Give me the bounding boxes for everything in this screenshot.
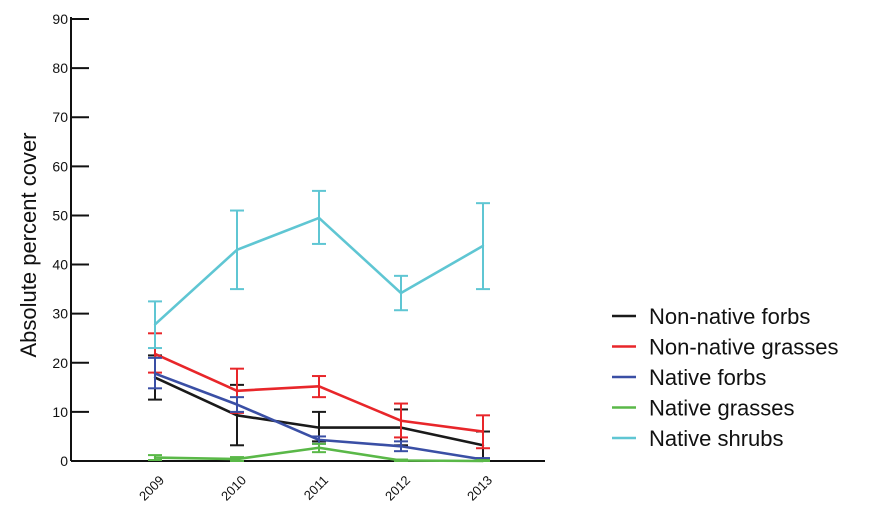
data-point bbox=[235, 403, 239, 406]
data-point bbox=[153, 352, 157, 356]
y-tick-label: 20 bbox=[52, 355, 68, 371]
y-tick-label: 10 bbox=[52, 404, 68, 420]
data-point bbox=[399, 419, 403, 422]
data-point bbox=[317, 385, 321, 388]
series-native-grasses bbox=[148, 442, 490, 463]
legend-label: Non-native forbs bbox=[649, 304, 810, 329]
data-point bbox=[399, 459, 403, 462]
data-point bbox=[399, 445, 403, 448]
data-point bbox=[317, 438, 321, 442]
x-tick-label: 2010 bbox=[218, 473, 249, 504]
legend-label: Non-native grasses bbox=[649, 335, 839, 360]
data-point bbox=[153, 372, 157, 375]
series-layer bbox=[148, 189, 490, 463]
y-tick-label: 50 bbox=[52, 207, 68, 223]
legend: Non-native forbs Non-native grasses Native… bbox=[612, 304, 839, 451]
data-point bbox=[153, 323, 157, 326]
data-point bbox=[317, 446, 321, 449]
x-tick-label: 2012 bbox=[382, 473, 413, 504]
legend-label: Native forbs bbox=[649, 365, 766, 390]
data-point bbox=[481, 459, 485, 463]
legend-label: Native grasses bbox=[649, 396, 795, 421]
data-point bbox=[481, 430, 485, 433]
y-tick-label: 60 bbox=[52, 158, 68, 174]
data-point bbox=[235, 457, 239, 461]
x-tick-label: 2009 bbox=[136, 473, 167, 504]
data-point bbox=[317, 216, 321, 220]
y-tick-label: 80 bbox=[52, 60, 68, 76]
data-point bbox=[153, 456, 157, 459]
data-point bbox=[399, 291, 403, 295]
y-tick-label: 40 bbox=[52, 257, 68, 273]
series-native-shrubs bbox=[148, 189, 490, 350]
y-tick-label: 90 bbox=[52, 11, 68, 27]
data-point bbox=[235, 414, 239, 417]
y-axis: 0 10 20 30 40 50 60 70 80 90 bbox=[52, 11, 89, 469]
plot-area: 0 10 20 30 40 50 60 70 80 90 2009 2010 2011 2012 2013 bbox=[52, 11, 545, 504]
data-point bbox=[235, 248, 239, 252]
y-tick-label: 70 bbox=[52, 109, 68, 125]
data-point bbox=[481, 244, 485, 248]
data-point bbox=[317, 426, 321, 429]
data-point bbox=[235, 389, 239, 392]
y-tick-label: 0 bbox=[60, 453, 68, 469]
x-tick-label: 2013 bbox=[464, 473, 495, 504]
x-tick-label: 2011 bbox=[301, 473, 331, 503]
y-axis-label: Absolute percent cover bbox=[16, 132, 41, 357]
legend-label: Native shrubs bbox=[649, 426, 784, 451]
y-tick-label: 30 bbox=[52, 306, 68, 322]
x-axis: 2009 2010 2011 2012 2013 bbox=[71, 460, 545, 504]
